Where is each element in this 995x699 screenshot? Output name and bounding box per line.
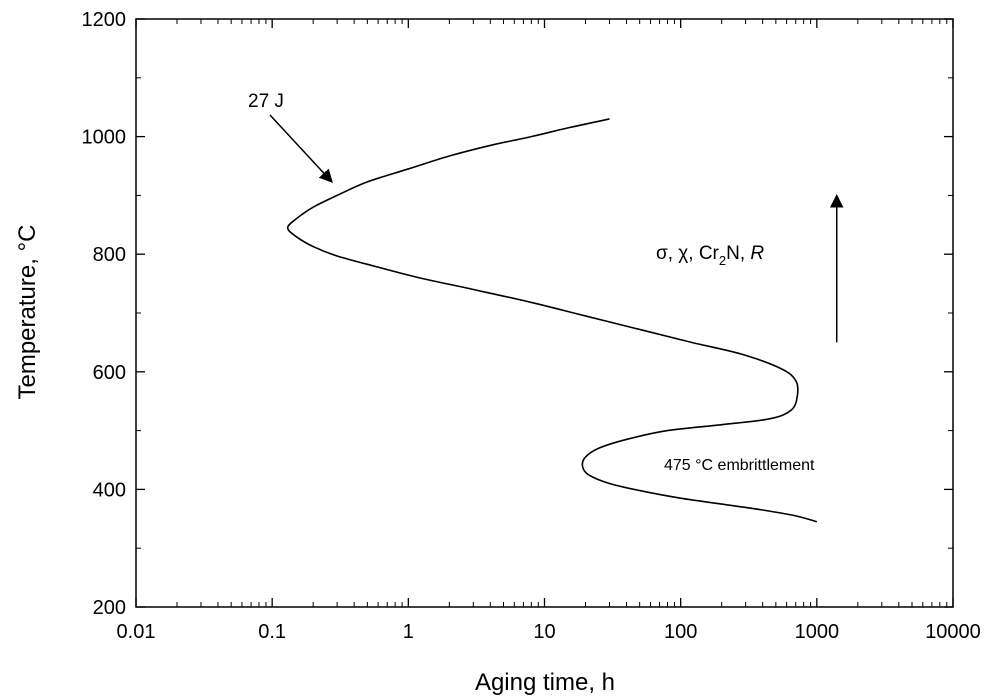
annotation-phases: σ, χ, Cr2N, R bbox=[656, 243, 764, 268]
y-tick-label: 600 bbox=[93, 362, 126, 384]
y-tick-labels: 200 400 600 800 1000 1200 bbox=[82, 9, 127, 619]
annotation-phases-part-1: σ, χ, Cr bbox=[656, 243, 720, 264]
y-tick-label: 1000 bbox=[82, 127, 127, 149]
x-tick-label: 1 bbox=[403, 621, 414, 643]
x-tick-label: 10 bbox=[533, 621, 555, 643]
y-tick-label: 400 bbox=[93, 479, 126, 501]
x-tick-label: 0.01 bbox=[117, 621, 156, 643]
annotation-phases-italic-r: R bbox=[750, 243, 764, 264]
plot-frame bbox=[135, 18, 954, 608]
x-tick-label: 1000 bbox=[795, 621, 840, 643]
annotation-phases-subscript: 2 bbox=[719, 253, 726, 268]
annotation-475c-embrittlement: 475 °C embrittlement bbox=[664, 457, 815, 474]
series-line-27j bbox=[286, 118, 818, 523]
x-tick-label: 0.1 bbox=[258, 621, 286, 643]
y-axis-title: Temperature, °C bbox=[14, 225, 41, 400]
minor-ticks bbox=[136, 19, 953, 607]
annotation-27j-arrow bbox=[269, 114, 333, 183]
x-tick-labels: 0.01 0.1 1 10 100 1000 10000 bbox=[117, 621, 981, 643]
x-axis-title: Aging time, h bbox=[475, 669, 615, 696]
y-tick-label: 200 bbox=[93, 597, 126, 619]
y-tick-label: 800 bbox=[93, 244, 126, 266]
y-tick-label: 1200 bbox=[82, 9, 127, 31]
x-tick-label: 10000 bbox=[925, 621, 981, 643]
annotation-27j: 27 J bbox=[248, 91, 284, 112]
annotation-phases-part-2: N, bbox=[726, 243, 750, 264]
x-tick-label: 100 bbox=[664, 621, 697, 643]
